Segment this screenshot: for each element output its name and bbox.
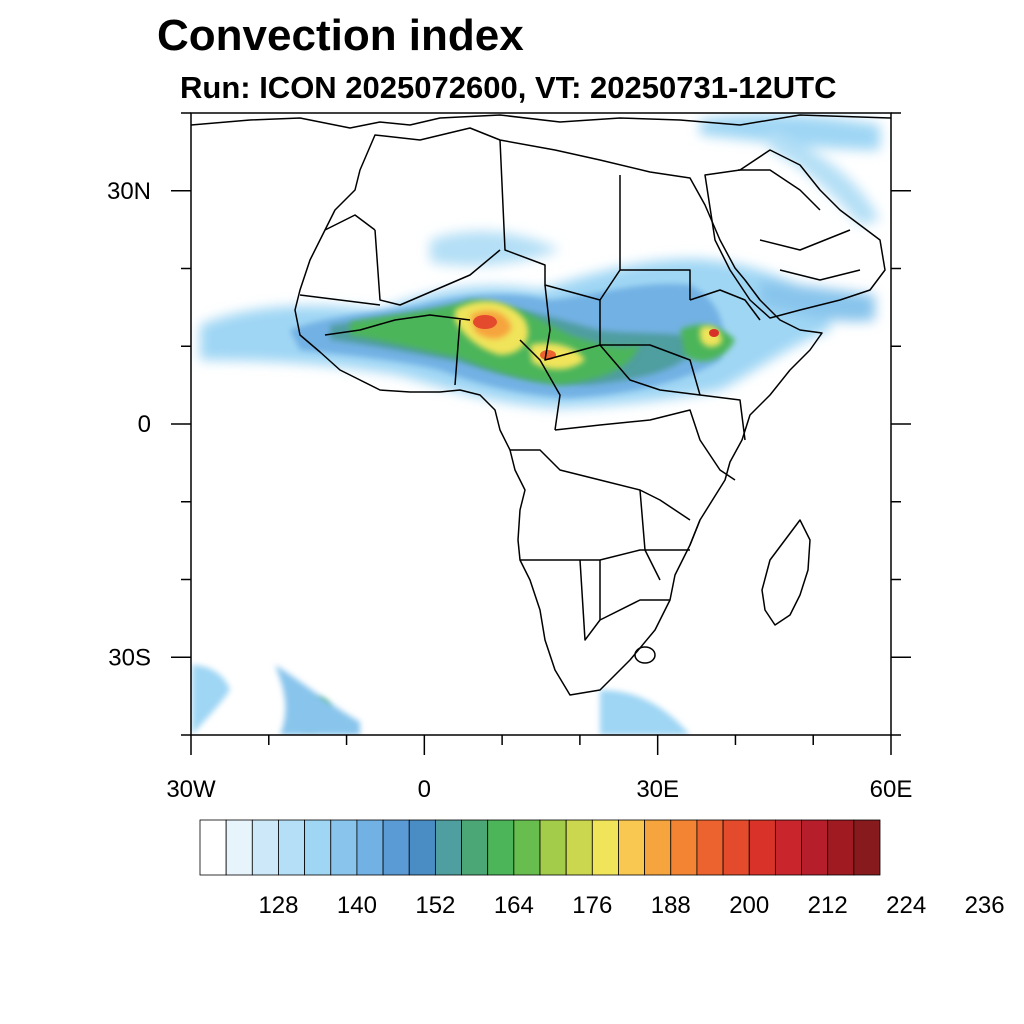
lat-tick-label: 30S	[108, 644, 151, 671]
colorbar-swatch	[801, 819, 829, 876]
colorbar-label: 164	[494, 892, 534, 919]
colorbar-swatch	[408, 819, 436, 876]
colorbar-swatch	[434, 819, 462, 876]
colorbar-swatch	[356, 819, 384, 876]
colorbar-swatch	[748, 819, 776, 876]
lat-tick-label: 30N	[107, 178, 151, 205]
tick-labels: 30N 0 30S 30W 0 30E 60E	[107, 178, 912, 803]
convection-south	[192, 665, 690, 735]
colorbar-label: 188	[651, 892, 691, 919]
colorbar-label: 236	[965, 892, 1005, 919]
colorbar-label: 224	[886, 892, 926, 919]
colorbar-swatch	[774, 819, 802, 876]
coastlines	[191, 114, 891, 696]
colorbar-swatch	[618, 819, 646, 876]
lon-tick-label: 30E	[636, 776, 679, 803]
colorbar-label: 176	[572, 892, 612, 919]
lat-tick-label: 0	[138, 411, 151, 438]
page-title: Convection index	[157, 11, 524, 60]
colorbar-swatch	[644, 819, 672, 876]
colorbar-swatch	[513, 819, 541, 876]
africa-coastline	[294, 127, 823, 696]
arabia-coastline	[704, 149, 886, 319]
colorbar-swatch	[591, 819, 619, 876]
country-borders	[299, 139, 861, 664]
colorbar-label: 128	[258, 892, 298, 919]
colorbar-label: 212	[808, 892, 848, 919]
colorbar-label: 152	[415, 892, 455, 919]
lon-tick-label: 60E	[870, 776, 913, 803]
colorbar-label: 140	[337, 892, 377, 919]
colorbar-swatch	[304, 819, 332, 876]
colorbar-swatch	[539, 819, 567, 876]
colorbar-swatch	[330, 819, 358, 876]
colorbar-swatch	[382, 819, 410, 876]
colorbar-swatch	[853, 819, 881, 876]
page-subtitle: Run: ICON 2025072600, VT: 20250731-12UTC	[180, 70, 837, 105]
colorbar-label: 200	[729, 892, 769, 919]
colorbar-swatch	[722, 819, 750, 876]
colorbar-swatch	[251, 819, 279, 876]
colorbar-swatch	[696, 819, 724, 876]
convection-field	[192, 114, 880, 735]
colorbar-swatch	[827, 819, 855, 876]
plot-area	[191, 113, 891, 735]
colorbar-swatch	[225, 819, 253, 876]
axis-ticks	[171, 112, 911, 755]
colorbar-swatch	[461, 819, 489, 876]
colorbar-swatch	[199, 819, 227, 876]
madagascar-coastline	[761, 519, 811, 626]
colorbar-labels: 128 140 152 164 176 188 200 212 224 236	[258, 892, 1004, 919]
colorbar-swatch	[278, 819, 306, 876]
colorbar-swatch	[487, 819, 515, 876]
colorbar-swatch	[565, 819, 593, 876]
europe-coastline	[191, 114, 891, 129]
colorbar	[199, 819, 881, 876]
lon-tick-label: 30W	[166, 776, 216, 803]
lon-tick-label: 0	[418, 776, 431, 803]
colorbar-swatch	[670, 819, 698, 876]
